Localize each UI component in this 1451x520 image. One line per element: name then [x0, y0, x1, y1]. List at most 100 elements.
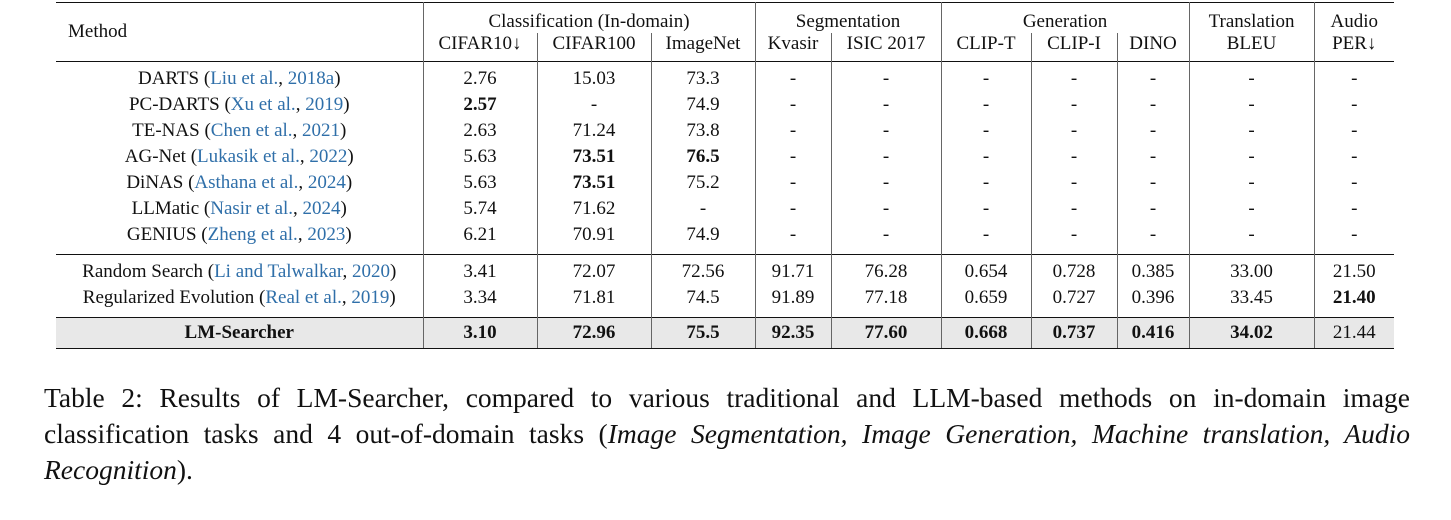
value-cell: - [831, 222, 942, 255]
citation-year-link[interactable]: 2021 [302, 120, 341, 141]
method-name: Random Search [82, 261, 203, 282]
column-header: Kvasir [755, 33, 832, 62]
method-cell: AG-Net (Lukasik et al., 2022) [56, 144, 424, 170]
caption-italic: Image Segmentation, Image Generation, Ma… [44, 418, 1410, 485]
method-cell: TE-NAS (Chen et al., 2021) [56, 118, 424, 144]
value-cell: 33.45 [1189, 285, 1315, 318]
value-cell: 92.35 [755, 317, 832, 349]
column-header-row: CIFAR10↓ CIFAR100 ImageNet Kvasir ISIC 2… [56, 33, 1394, 62]
method-header: Method [56, 2, 424, 62]
value-cell: 0.668 [941, 317, 1032, 349]
value-cell: 73.51 [537, 170, 652, 196]
best-value: 73.51 [572, 146, 616, 167]
group-header-translation: Translation [1189, 2, 1315, 33]
table-row: AG-Net (Lukasik et al., 2022) 5.63 73.51 76… [56, 144, 1394, 170]
value-cell: 21.40 [1314, 285, 1394, 318]
citation-year-link[interactable]: 2024 [302, 198, 341, 219]
table-row: PC-DARTS (Xu et al., 2019) 2.57-74.9- - - - -… [56, 92, 1394, 118]
value-cell: 74.9 [651, 222, 756, 255]
citation-year-link[interactable]: 2018a [287, 68, 335, 89]
citation-authors-link[interactable]: Asthana et al. [194, 172, 299, 193]
value-cell: 0.654 [941, 254, 1032, 285]
citation-authors-link[interactable]: Liu et al. [210, 68, 279, 89]
citation-year-link[interactable]: 2024 [307, 172, 346, 193]
citation-authors-link[interactable]: Zheng et al. [207, 224, 298, 245]
results-table-container: Method Classification (In-domain) Segmen… [56, 2, 1395, 349]
value-cell: 2.63 [423, 118, 538, 144]
table-caption: Table 2: Results of LM-Searcher, compare… [44, 380, 1410, 488]
value-cell: 77.18 [831, 285, 942, 318]
method-name: LM-Searcher [184, 322, 294, 343]
table-row: Regularized Evolution (Real et al., 2019… [56, 285, 1394, 318]
value-cell: - [1117, 61, 1190, 92]
citation-year-link[interactable]: 2023 [307, 224, 346, 245]
caption-suffix: ). [176, 454, 193, 485]
citation-year-link[interactable]: 2019 [351, 287, 390, 308]
column-header: BLEU [1189, 33, 1315, 62]
value-cell: - [1031, 118, 1118, 144]
value-cell: - [1031, 92, 1118, 118]
value-cell: - [1351, 224, 1358, 245]
column-header: CLIP-I [1031, 33, 1118, 62]
column-header: ImageNet [651, 33, 756, 62]
citation-year-link[interactable]: 2019 [305, 94, 344, 115]
value-cell: - [651, 196, 756, 222]
value-cell: - [755, 144, 832, 170]
value-cell: - [1031, 61, 1118, 92]
value-cell: 76.28 [831, 254, 942, 285]
value-cell: - [1031, 144, 1118, 170]
group-header-row: Method Classification (In-domain) Segmen… [56, 2, 1395, 62]
method-name: TE-NAS [132, 120, 200, 141]
citation-authors-link[interactable]: Lukasik et al. [197, 146, 300, 167]
table-body: Method Classification (In-domain) Segmen… [56, 2, 1395, 349]
value-cell: 21.50 [1314, 254, 1395, 285]
method-cell: GENIUS (Zheng et al., 2023) [56, 222, 424, 255]
value-cell: 73.3 [651, 61, 756, 92]
citation-year-link[interactable]: 2022 [309, 146, 348, 167]
value-cell: 3.10 [423, 317, 538, 349]
column-header: DINO [1117, 33, 1190, 62]
value-cell: - [755, 61, 832, 92]
value-cell: - [1117, 118, 1190, 144]
value-cell: - [1031, 196, 1118, 222]
value-cell: 70.91 [537, 222, 652, 255]
table-row: DiNAS (Asthana et al., 2024) 5.63 73.51 75.… [56, 170, 1394, 196]
citation-authors-link[interactable]: Nasir et al. [210, 198, 294, 219]
value-cell: - [537, 92, 652, 118]
value-cell: - [1189, 118, 1315, 144]
value-cell: - [831, 144, 942, 170]
value-cell: - [1189, 61, 1315, 92]
value-cell: - [1189, 196, 1315, 222]
value-cell: 3.34 [423, 285, 538, 318]
value-cell: - [941, 196, 1032, 222]
value-cell: 91.71 [755, 254, 832, 285]
table-row: DARTS (Liu et al., 2018a) 2.76 15.03 73.3- -… [56, 61, 1395, 92]
value-cell: - [1031, 222, 1118, 255]
citation-authors-link[interactable]: Real et al. [265, 287, 342, 308]
group-header-audio: Audio [1314, 2, 1395, 33]
method-cell: Random Search (Li and Talwalkar, 2020) [56, 254, 424, 285]
value-cell: - [1117, 222, 1190, 255]
value-cell: 91.89 [755, 285, 832, 318]
ours-row: LM-Searcher 3.10 72.96 75.5 92.35 77.60 0.668 0… [56, 317, 1395, 349]
value-cell: 21.44 [1314, 317, 1395, 349]
table-row: LLMatic (Nasir et al., 2024) 5.74 71.62- - -… [56, 196, 1394, 222]
value-cell: 5.63 [423, 170, 538, 196]
citation-year-link[interactable]: 2020 [351, 261, 390, 282]
value-cell: 34.02 [1189, 317, 1315, 349]
citation-authors-link[interactable]: Chen et al. [210, 120, 293, 141]
value-cell: - [941, 222, 1032, 255]
value-cell: - [1189, 92, 1315, 118]
value-cell: - [1189, 144, 1315, 170]
table-row: TE-NAS (Chen et al., 2021) 2.63 71.24 73.8-… [56, 118, 1394, 144]
method-name: DARTS [137, 68, 200, 89]
citation-authors-link[interactable]: Xu et al. [230, 94, 296, 115]
value-cell: - [755, 118, 832, 144]
method-cell: LLMatic (Nasir et al., 2024) [56, 196, 424, 222]
method-name: Regularized Evolution [82, 287, 255, 308]
group-header-classification: Classification (In-domain) [423, 2, 756, 33]
citation-authors-link[interactable]: Li and Talwalkar [214, 261, 343, 282]
method-name: AG-Net [124, 146, 186, 167]
value-cell: 77.60 [831, 317, 942, 349]
best-value: 73.51 [572, 172, 616, 193]
